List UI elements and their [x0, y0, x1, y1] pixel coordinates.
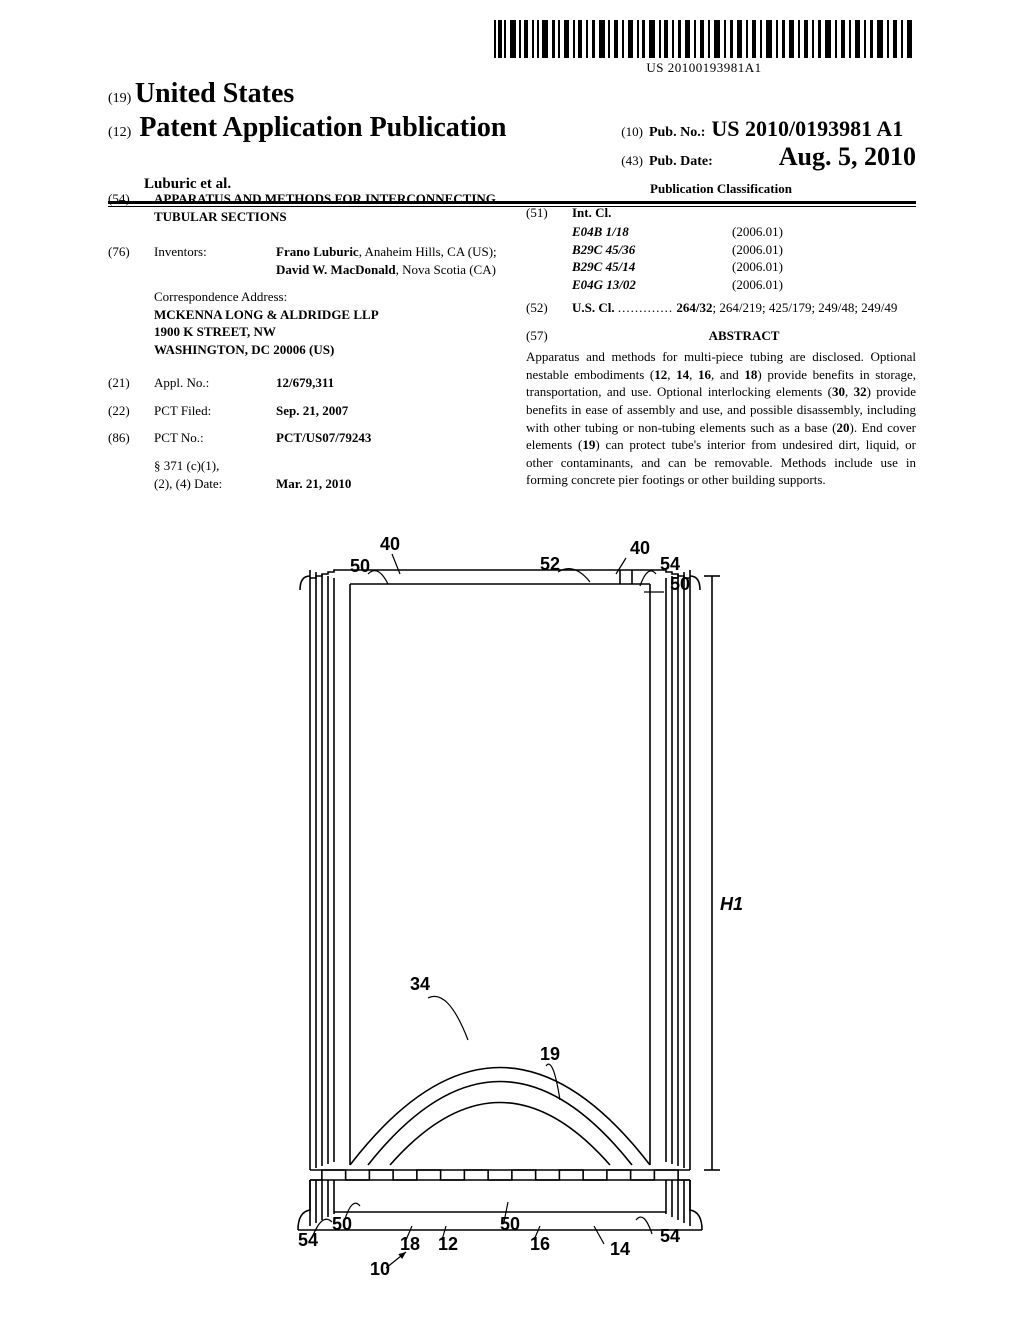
code-76: (76)	[108, 243, 142, 278]
abstract-label: ABSTRACT	[709, 328, 780, 343]
right-column: Publication Classification (51) Int. Cl.…	[526, 180, 916, 492]
patent-drawing: 405052405450H13419505418125016145410	[220, 530, 780, 1290]
code-51: (51)	[526, 204, 560, 294]
intcl-label: Int. Cl.	[572, 204, 916, 222]
corr-label: Correspondence Address:	[154, 288, 498, 306]
inventors-value: Frano Luburic, Anaheim Hills, CA (US); D…	[276, 243, 498, 278]
svg-text:54: 54	[298, 1230, 318, 1250]
code-52: (52)	[526, 299, 560, 317]
pubclass-heading: Publication Classification	[526, 180, 916, 198]
barcode-block: US 20100193981A1	[494, 20, 914, 76]
svg-text:50: 50	[670, 574, 690, 594]
svg-text:18: 18	[400, 1234, 420, 1254]
svg-text:54: 54	[660, 1226, 680, 1246]
corr-name: MCKENNA LONG & ALDRIDGE LLP	[154, 306, 498, 324]
pctno-value: PCT/US07/79243	[276, 429, 498, 447]
country: United States	[135, 78, 294, 109]
pctno-label: PCT No.:	[154, 429, 264, 447]
intcl-sym: B29C 45/36	[572, 241, 692, 259]
applno-label: Appl. No.:	[154, 374, 264, 392]
code-43: (43)	[621, 153, 643, 169]
svg-text:10: 10	[370, 1259, 390, 1279]
intcl-ver: (2006.01)	[732, 258, 783, 276]
svg-text:50: 50	[350, 556, 370, 576]
svg-text:12: 12	[438, 1234, 458, 1254]
barcode-text: US 20100193981A1	[494, 60, 914, 76]
code-19: (19)	[108, 91, 131, 106]
inventors-label: Inventors:	[154, 243, 264, 278]
s371-date: Mar. 21, 2010	[276, 475, 498, 493]
code-57: (57)	[526, 327, 560, 345]
pubdate: Aug. 5, 2010	[779, 142, 916, 172]
pubno: US 2010/0193981 A1	[711, 116, 903, 142]
barcode-graphic	[494, 20, 914, 58]
corr-city: WASHINGTON, DC 20006 (US)	[154, 341, 498, 359]
intcl-table: E04B 1/18 (2006.01) B29C 45/36 (2006.01) B…	[572, 223, 916, 293]
doc-kind: Patent Application Publication	[139, 112, 506, 144]
invention-title: APPARATUS AND METHODS FOR INTERCONNECTIN…	[154, 190, 498, 225]
intcl-sym: E04B 1/18	[572, 223, 692, 241]
svg-text:50: 50	[332, 1214, 352, 1234]
code-22: (22)	[108, 402, 142, 420]
code-86: (86)	[108, 429, 142, 447]
svg-text:34: 34	[410, 974, 430, 994]
pubno-label: Pub. No.:	[649, 125, 705, 141]
left-column: (54) APPARATUS AND METHODS FOR INTERCONN…	[108, 180, 498, 492]
code-12: (12)	[108, 125, 131, 141]
svg-text:H1: H1	[720, 894, 743, 914]
svg-text:40: 40	[630, 538, 650, 558]
svg-text:50: 50	[500, 1214, 520, 1234]
svg-text:54: 54	[660, 554, 680, 574]
s371-label: § 371 (c)(1), (2), (4) Date:	[154, 457, 264, 492]
code-10: (10)	[621, 124, 643, 140]
code-21: (21)	[108, 374, 142, 392]
bibliographic-columns: (54) APPARATUS AND METHODS FOR INTERCONN…	[108, 180, 916, 492]
intcl-sym: B29C 45/14	[572, 258, 692, 276]
intcl-ver: (2006.01)	[732, 223, 783, 241]
svg-text:52: 52	[540, 554, 560, 574]
pubdate-label: Pub. Date:	[649, 154, 713, 170]
correspondence-address: Correspondence Address: MCKENNA LONG & A…	[154, 288, 498, 358]
svg-text:16: 16	[530, 1234, 550, 1254]
intcl-ver: (2006.01)	[732, 241, 783, 259]
svg-text:14: 14	[610, 1239, 630, 1259]
intcl-sym: E04G 13/02	[572, 276, 692, 294]
code-54: (54)	[108, 190, 142, 225]
pct-filed-label: PCT Filed:	[154, 402, 264, 420]
abstract-text: Apparatus and methods for multi-piece tu…	[526, 348, 916, 488]
applno-value: 12/679,311	[276, 374, 498, 392]
svg-text:19: 19	[540, 1044, 560, 1064]
pct-filed-value: Sep. 21, 2007	[276, 402, 498, 420]
uscl-line: U.S. Cl. ............. 264/32; 264/219; …	[572, 299, 916, 317]
corr-street: 1900 K STREET, NW	[154, 323, 498, 341]
intcl-ver: (2006.01)	[732, 276, 783, 294]
svg-text:40: 40	[380, 534, 400, 554]
